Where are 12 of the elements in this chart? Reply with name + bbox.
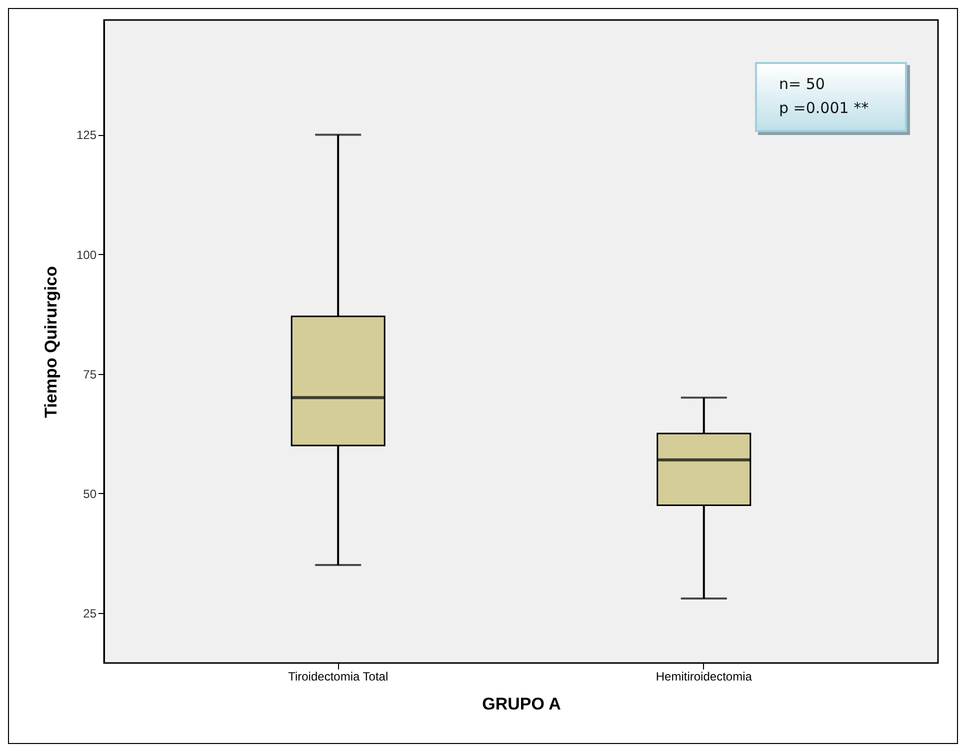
x-tick-label: Hemitiroidectomia <box>656 670 752 684</box>
annotation: n= 50 <box>778 74 826 95</box>
x-axis-title: GRUPO A <box>482 694 561 714</box>
y-tick-label: 50 <box>83 486 97 501</box>
x-tick-label: Tiroidectomia Total <box>288 670 388 684</box>
y-tick-label: 125 <box>76 128 97 142</box>
y-axis-title: Tiempo Quirurgico <box>41 266 60 418</box>
y-tick-label: 100 <box>76 248 97 262</box>
y-tick-label: 25 <box>83 606 97 620</box>
note-box: n= 50 p =0.001 ** <box>755 62 907 132</box>
annotation: p =0.001 ** <box>778 98 870 119</box>
y-tick-label: 75 <box>83 367 97 382</box>
